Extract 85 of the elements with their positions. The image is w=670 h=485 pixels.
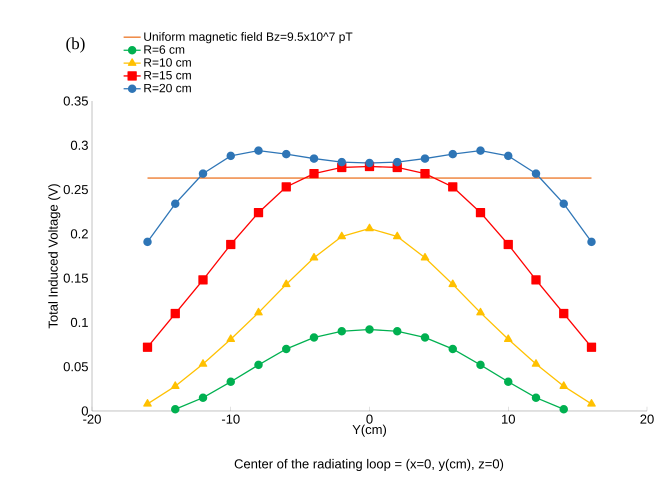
- point: [559, 308, 568, 318]
- legend-label: Uniform magnetic field Bz=9.5x10^7 pT: [144, 32, 352, 44]
- text: Center of the radiating loop = (x=0, y(cm), z=0): [234, 458, 504, 472]
- point: [365, 224, 374, 232]
- point: [309, 168, 319, 178]
- point: [504, 334, 513, 342]
- point: [587, 238, 596, 246]
- point: [587, 399, 596, 407]
- point: [532, 169, 540, 178]
- point: [282, 279, 291, 288]
- text: (b): [66, 37, 85, 53]
- point: [476, 146, 485, 155]
- point: [504, 378, 512, 386]
- point: [143, 399, 152, 407]
- point: [393, 327, 402, 336]
- point: [171, 404, 180, 414]
- point: [310, 252, 318, 261]
- point: [586, 342, 596, 352]
- x-tick-label: 20: [640, 414, 654, 424]
- point: [504, 240, 513, 250]
- y-tick-label: 0.05: [64, 362, 88, 372]
- point: [448, 344, 457, 354]
- point: [198, 359, 208, 367]
- x-tick-label: -10: [222, 414, 240, 424]
- point: [448, 182, 458, 192]
- point: [504, 152, 512, 160]
- point: [254, 360, 263, 370]
- point: [448, 150, 457, 158]
- point: [338, 158, 346, 166]
- point: [559, 199, 568, 208]
- x-tick-label: 10: [502, 414, 515, 424]
- point: [282, 150, 290, 158]
- y-tick-label: 0.3: [70, 140, 88, 150]
- point: [198, 169, 208, 178]
- point: [171, 199, 180, 208]
- point: [476, 360, 485, 370]
- point: [282, 344, 290, 354]
- point: [393, 158, 402, 166]
- legend-label: R=20 cm: [144, 84, 191, 92]
- legend-label: R=10 cm: [144, 58, 191, 67]
- y-axis-title: Total Induced Voltage (V): [48, 184, 60, 328]
- point: [420, 252, 430, 261]
- point: [226, 152, 236, 160]
- x-axis-title: Y(cm): [352, 424, 386, 437]
- point: [531, 275, 541, 285]
- point: [337, 232, 346, 240]
- point: [420, 333, 430, 342]
- point: [532, 359, 540, 367]
- point: [532, 393, 540, 402]
- point: [365, 325, 374, 334]
- y-tick-label: 0.35: [64, 96, 88, 106]
- point: [338, 327, 346, 336]
- point: [226, 334, 236, 342]
- point: [198, 393, 208, 402]
- point: [420, 168, 430, 178]
- point: [254, 208, 264, 218]
- point: [310, 154, 318, 163]
- y-tick-label: 0.2: [70, 229, 88, 238]
- y-tick-label: 0.1: [70, 318, 88, 328]
- point: [226, 378, 236, 386]
- point: [448, 279, 458, 288]
- point: [170, 381, 180, 389]
- point: [170, 308, 180, 318]
- point: [143, 238, 152, 246]
- point: [254, 308, 263, 316]
- y-tick-label: 0.15: [64, 274, 88, 283]
- point: [392, 232, 402, 240]
- x-tick-label: 0: [366, 414, 373, 424]
- point: [310, 333, 318, 342]
- x-tick-label: -20: [83, 414, 101, 424]
- point: [282, 182, 291, 192]
- point: [420, 154, 430, 163]
- point: [365, 158, 374, 168]
- point: [226, 240, 236, 250]
- point: [476, 208, 486, 218]
- y-tick-label: 0: [82, 406, 88, 416]
- point: [559, 381, 568, 389]
- point: [254, 146, 263, 155]
- point: [142, 342, 152, 352]
- point: [559, 404, 568, 414]
- point: [476, 308, 485, 316]
- y-tick-label: 0.25: [64, 184, 88, 194]
- legend-label: R=6 cm: [144, 45, 184, 54]
- legend-label: R=15 cm: [144, 71, 191, 80]
- point: [198, 275, 208, 285]
